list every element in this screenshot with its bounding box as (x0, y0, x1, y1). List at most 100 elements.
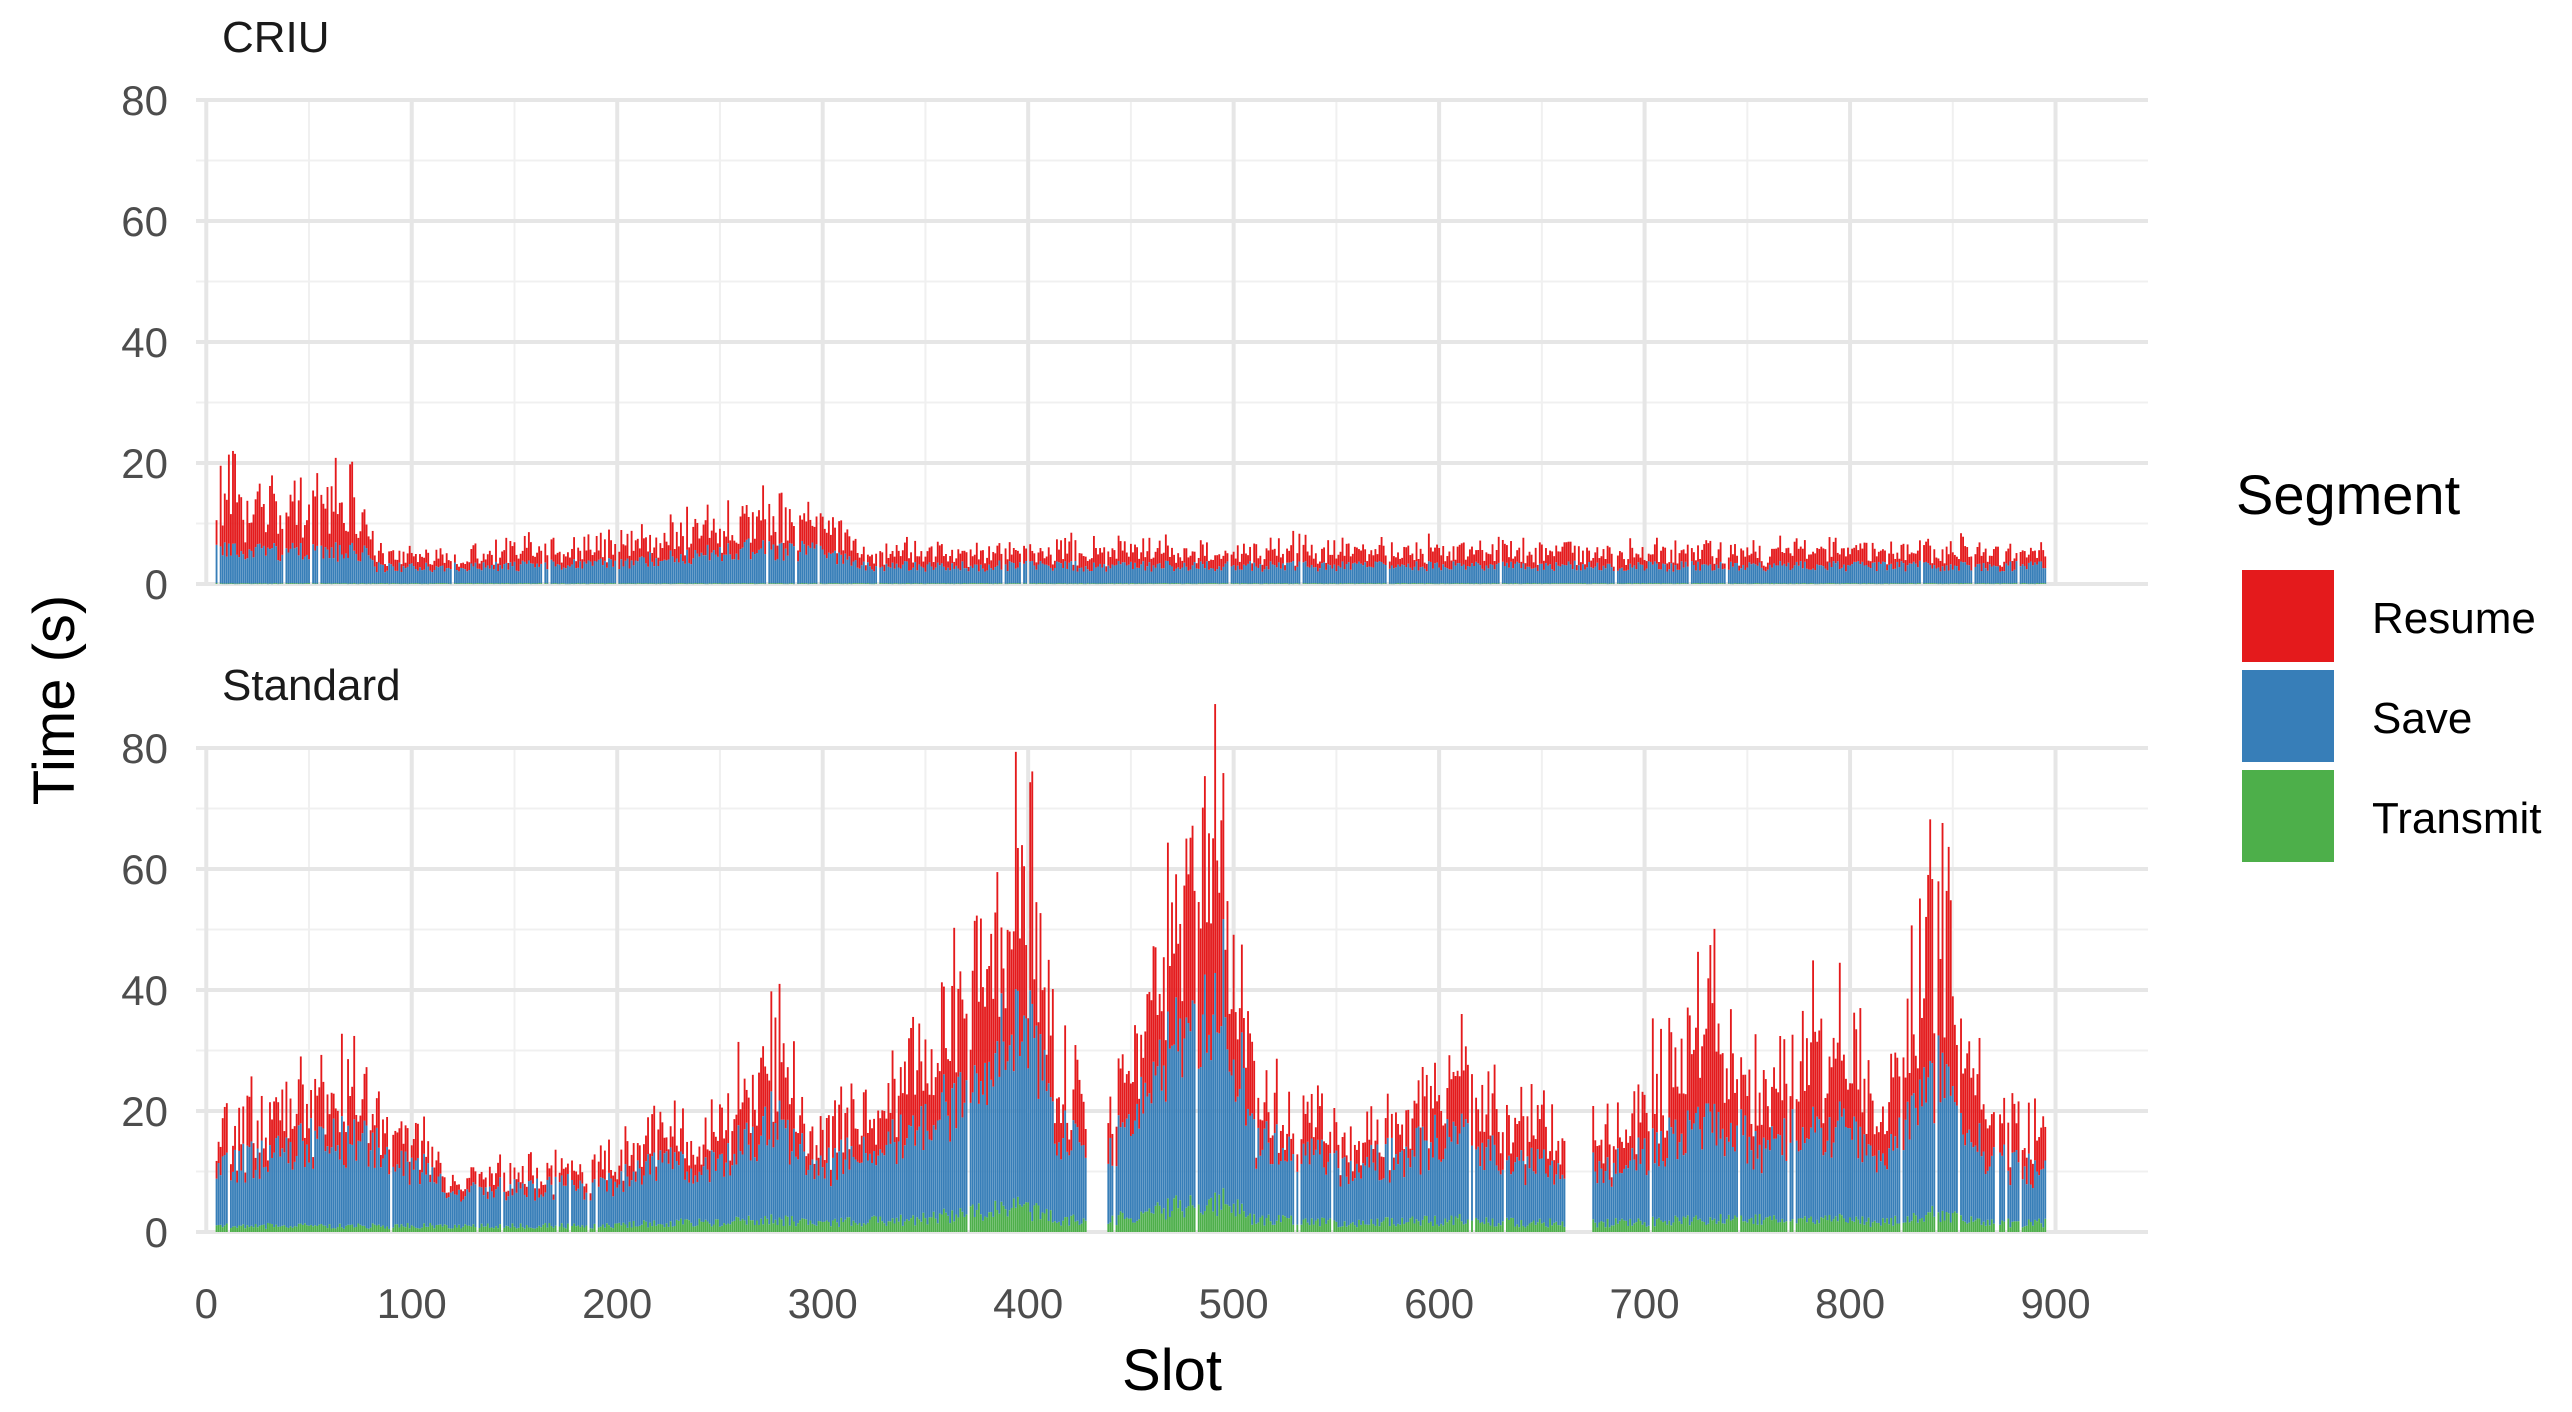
bar-transmit (772, 583, 775, 584)
bar-transmit (1645, 583, 1648, 584)
bar-resume (493, 564, 495, 570)
bar-transmit (1319, 1226, 1321, 1232)
bar-save (1271, 1164, 1274, 1225)
bar-resume (1000, 927, 1003, 994)
bar-transmit (899, 583, 902, 585)
bar-transmit (1534, 583, 1537, 584)
bar-resume (499, 557, 502, 566)
bar-resume (1296, 1154, 1299, 1172)
bar-resume (1366, 561, 1369, 568)
bar-save (1043, 564, 1046, 584)
bar-save (1627, 569, 1630, 584)
bar-resume (1538, 1119, 1541, 1159)
bar-resume (1623, 1147, 1625, 1169)
bar-save (786, 555, 789, 584)
bar-transmit (961, 583, 964, 584)
bar-save (914, 1145, 917, 1226)
bar-resume (1316, 563, 1319, 572)
bar-save (1988, 564, 1991, 584)
bar-transmit (1863, 583, 1866, 584)
bar-resume (394, 1130, 397, 1172)
bar-save (1586, 567, 1588, 584)
bar-save (1688, 1120, 1691, 1226)
bar-save (330, 1147, 333, 1229)
bar-save (869, 1153, 871, 1220)
bar-transmit (1405, 583, 1408, 584)
bar-save (819, 1155, 822, 1222)
bar-save (797, 561, 799, 584)
bar-save (749, 1160, 752, 1221)
bar-transmit (1664, 583, 1667, 584)
bar-transmit (803, 583, 806, 584)
bar-transmit (1265, 1218, 1268, 1232)
bar-resume (1378, 1152, 1381, 1181)
bar-resume (1945, 546, 1948, 566)
bar-save (1890, 563, 1893, 584)
bar-resume (889, 1112, 892, 1144)
bar-transmit (1095, 583, 1097, 585)
bar-transmit (314, 1225, 317, 1232)
bar-save (519, 564, 522, 584)
bar-transmit (834, 583, 836, 584)
bar-save (1898, 567, 1901, 584)
bar-save (630, 560, 633, 584)
bar-resume (431, 564, 434, 573)
bar-transmit (256, 583, 259, 585)
bar-transmit (2011, 583, 2014, 584)
bar-resume (1812, 551, 1815, 569)
bar-save (532, 563, 534, 584)
bar-resume (834, 1100, 836, 1149)
bar-transmit (554, 1225, 557, 1232)
bar-resume (1025, 548, 1028, 561)
bar-save (509, 1184, 512, 1228)
bar-transmit (254, 583, 257, 584)
bar-resume (1304, 1113, 1307, 1156)
bar-resume (1711, 1003, 1714, 1133)
bar-save (1814, 570, 1817, 584)
bar-transmit (1970, 583, 1973, 584)
bar-resume (1432, 551, 1434, 569)
bar-save (1579, 570, 1582, 584)
bar-resume (1064, 1025, 1067, 1111)
bar-resume (1308, 555, 1311, 568)
bar-resume (879, 551, 882, 568)
bar-transmit (897, 583, 900, 585)
bar-save (811, 1159, 814, 1224)
bar-save (1797, 565, 1800, 584)
bar-resume (906, 1094, 908, 1139)
bar-resume (1816, 1041, 1819, 1117)
bar-resume (583, 536, 586, 562)
bar-save (1890, 1134, 1893, 1219)
bar-transmit (488, 1227, 491, 1232)
bar-resume (1080, 1093, 1083, 1146)
bar-resume (1382, 545, 1385, 564)
bar-resume (854, 538, 857, 561)
bar-resume (714, 1136, 717, 1171)
bar-transmit (1678, 583, 1681, 585)
bar-transmit (1639, 583, 1642, 585)
bar-transmit (312, 1226, 315, 1232)
bar-transmit (564, 1228, 567, 1232)
bar-save (747, 1144, 750, 1216)
bar-save (1382, 563, 1385, 584)
bar-transmit (1051, 1222, 1054, 1232)
bar-resume (603, 1150, 606, 1180)
bar-transmit (1918, 583, 1921, 584)
bar-save (1271, 564, 1274, 584)
bar-save (1405, 567, 1408, 584)
bar-transmit (1836, 583, 1839, 584)
bar-transmit (1292, 583, 1295, 585)
bar-save (1857, 1158, 1860, 1220)
bar-save (1358, 1172, 1360, 1220)
bar-transmit (392, 1227, 395, 1232)
bar-transmit (1411, 1216, 1414, 1232)
bar-transmit (1754, 583, 1757, 584)
bar-transmit (416, 1228, 419, 1232)
bar-resume (1769, 1127, 1771, 1151)
bar-resume (1329, 1131, 1332, 1154)
bar-resume (928, 547, 931, 563)
bar-transmit (462, 1226, 465, 1232)
bar-transmit (1245, 583, 1247, 584)
bar-resume (548, 1168, 551, 1177)
bar-save (1380, 1179, 1383, 1223)
